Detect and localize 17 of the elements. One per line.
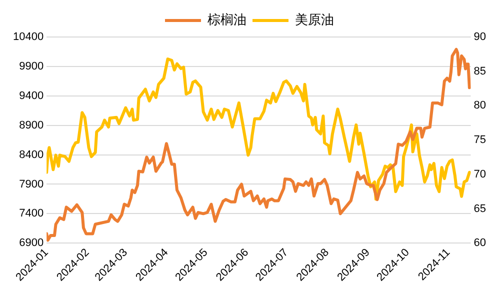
- y2-tick-label: 65: [474, 202, 486, 215]
- y-tick-label: 10400: [12, 31, 44, 44]
- y2-tick-label: 75: [474, 134, 486, 146]
- y2-tick-label: 90: [474, 31, 486, 44]
- y-tick-label: 8900: [19, 119, 44, 132]
- y2-tick-label: 70: [474, 168, 486, 180]
- legend-label: 美原油: [295, 12, 334, 28]
- y2-tick-label: 80: [474, 100, 486, 112]
- legend-label: 棕榈油: [208, 12, 246, 28]
- y2-tick-label: 60: [474, 237, 486, 250]
- y2-tick-label: 85: [474, 65, 486, 78]
- y-tick-label: 9900: [19, 60, 44, 72]
- y-tick-label: 9400: [19, 90, 44, 102]
- y-tick-label: 7400: [19, 208, 44, 220]
- y-tick-label: 7900: [19, 178, 44, 190]
- y-tick-label: 6900: [19, 237, 44, 250]
- y-tick-label: 8400: [19, 148, 44, 161]
